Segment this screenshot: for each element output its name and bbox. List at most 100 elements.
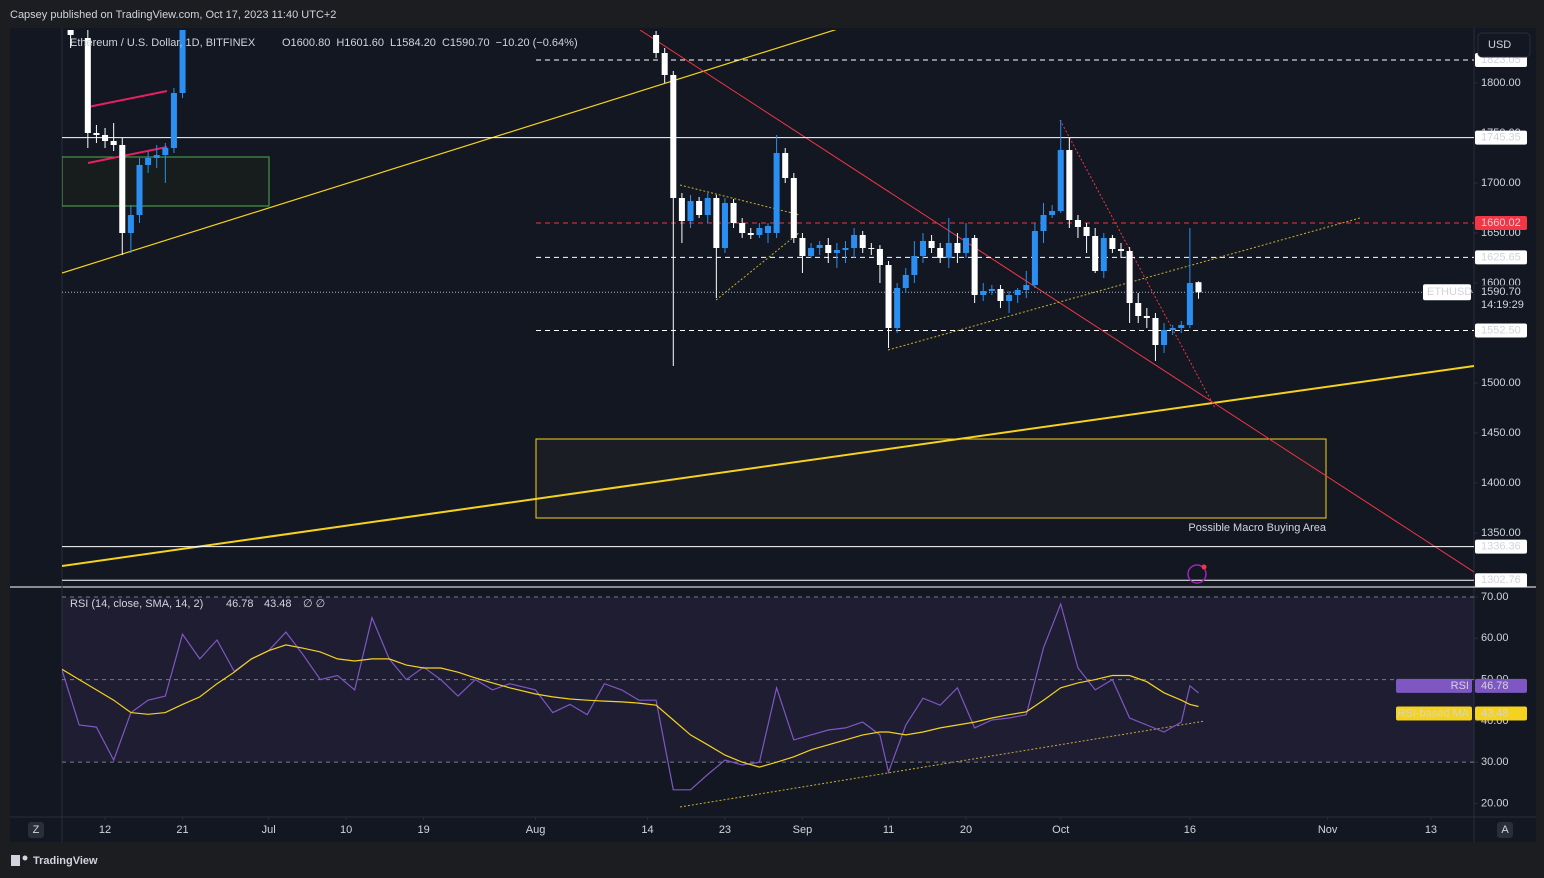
symbol-tag-bg [1423,284,1471,301]
candle-body [162,148,169,155]
candle-body [1057,150,1064,211]
level-label-bg [1475,573,1527,588]
candle-body [110,141,117,145]
brand-logo [11,855,20,866]
currency[interactable]: USD [1488,39,1511,51]
x-tick-label: 10 [340,824,352,836]
y-tick-label: 1450.00 [1481,427,1521,439]
candle-body [696,201,703,215]
candle-body [713,198,720,248]
level-label-bg [1475,250,1527,265]
ohlc-item: C1590.70 [442,37,490,49]
level-label-bg [1475,215,1527,230]
publisher: Capsey published on TradingView.com, Oct… [10,9,336,21]
candle-body [119,145,126,233]
level-label: 1625.65 [1481,251,1521,263]
candle-body [102,135,109,141]
x-tick-label: Sep [793,824,813,836]
candle-body [747,233,754,235]
rsi-line [62,644,1199,768]
candle-body [1161,330,1168,345]
buying-area-box [535,438,1327,519]
candle-body [1169,328,1176,330]
candle-body [816,245,823,248]
candle-body [1014,290,1021,295]
x-tick-label: 11 [883,824,894,836]
candle-body [790,178,797,238]
alert-icon[interactable] [1187,564,1207,584]
candle-body [739,223,746,233]
level-label-bg [1475,285,1527,312]
candle-body [1195,282,1202,293]
candle-body [782,153,789,178]
trend-line [887,217,1361,351]
candle-body [919,241,926,256]
candle-body [799,238,806,256]
candle-body [136,165,143,215]
candle-body [1152,318,1159,345]
x-tick-label: Nov [1318,824,1338,836]
ohlc-item: −10.20 (−0.64%) [496,37,578,49]
candle-body [997,289,1004,301]
alert-dot [1201,564,1207,570]
x-tick-label: 19 [417,824,429,836]
candle-body [1186,283,1193,325]
ohlc-item: H1601.60 [336,37,384,49]
auto-label[interactable]: A [1501,824,1509,836]
x-tick-label: Oct [1052,824,1069,836]
candle-body [988,289,995,291]
candle-body [808,248,815,256]
zoom-label[interactable]: Z [33,824,40,836]
candle-body [868,248,875,249]
candle-body [1066,150,1073,220]
symbol-title: Ethereum / U.S. Dollar, 1D, BITFINEX [70,37,256,49]
y-tick-label: 1350.00 [1481,527,1521,539]
candle-body [170,93,177,148]
level-label: 1745.35 [1481,132,1521,144]
series-value-bg [1475,678,1527,693]
candle-body [179,30,186,93]
rsi-legend-value: 46.78 [226,598,254,610]
y-tick-label: 20.00 [1481,797,1509,809]
candle-body [670,75,677,198]
candle-body [825,245,832,253]
rsi-flags: ∅ ∅ [303,598,325,610]
labels: 12 21 Jul 10 19 Aug 14 23 Sep 11 20 Oct 16 Nov 13 1350.… [99,52,1527,836]
candle-body [687,201,694,221]
candle-body [773,153,780,233]
trend-line [1059,119,1216,409]
candle-body [971,238,978,295]
trend-line [62,30,837,274]
x-tick-label: 23 [719,824,731,836]
level-label: 1302.76 [1481,574,1521,586]
series-value: 43.48 [1481,707,1509,719]
trend-line [679,184,801,216]
x-tick-label: 16 [1184,824,1196,836]
candle-body [1092,236,1099,271]
countdown: 14:19:29 [1481,299,1524,311]
y-tick-label: 60.00 [1481,632,1509,644]
x-tick-label: 20 [960,824,972,836]
candle-body [928,241,935,248]
level-label: 1660.02 [1481,217,1521,229]
level-label: 1336.36 [1481,541,1521,553]
series-name: RSI [1451,680,1469,692]
currency-button[interactable] [1477,32,1531,58]
level-label: 1823.05 [1481,54,1521,66]
trend-line [679,720,1206,808]
level-label-bg [1475,130,1527,145]
level-label: 1552.50 [1481,324,1521,336]
candle-body [84,38,91,133]
candle-body [93,133,100,135]
x-tick-label: 14 [641,824,653,836]
y-tick-label: 1400.00 [1481,477,1521,489]
candle-body [1178,325,1185,328]
candle-body [653,35,660,53]
y-tick-label: 1700.00 [1481,177,1521,189]
auto-button[interactable] [1497,822,1513,838]
candle-body [1109,238,1116,249]
brand-logo [22,855,28,861]
ohlc-item: L1584.20 [390,37,436,49]
zoom-button[interactable] [28,822,44,838]
